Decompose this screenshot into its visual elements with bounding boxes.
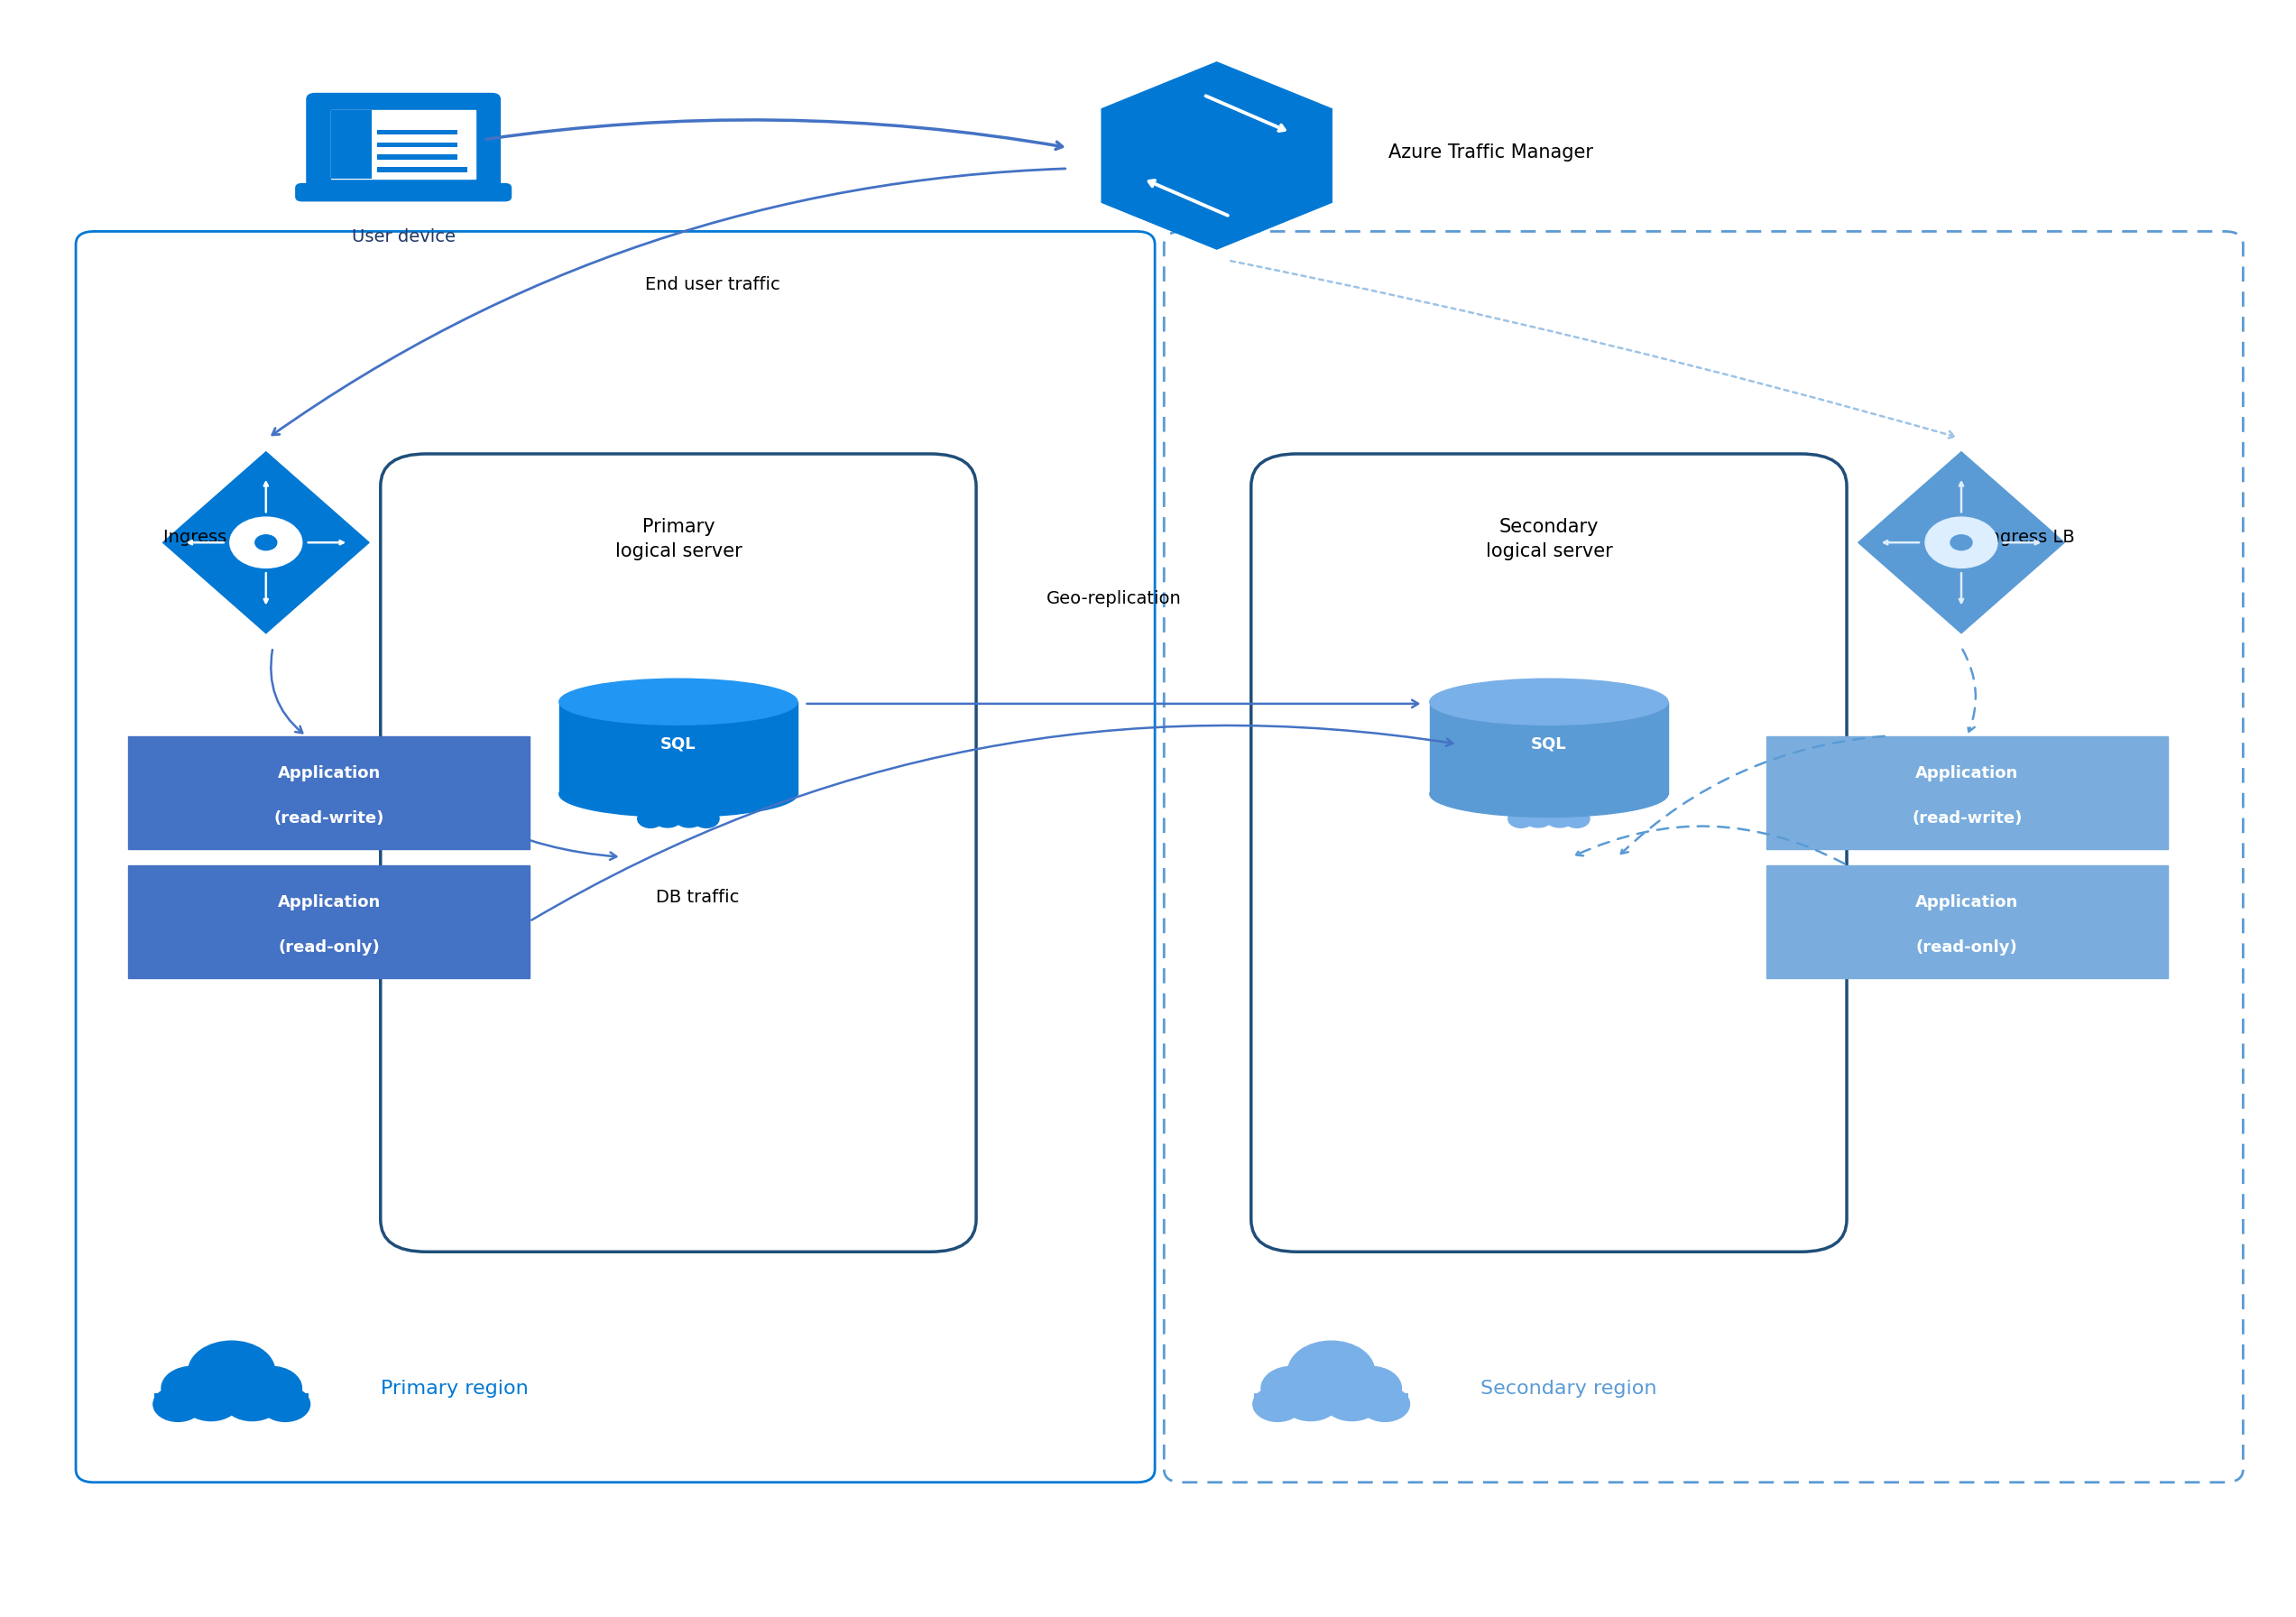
- Circle shape: [1527, 786, 1570, 818]
- Ellipse shape: [560, 679, 797, 724]
- Polygon shape: [163, 451, 370, 634]
- Ellipse shape: [1430, 771, 1669, 817]
- Bar: [1430, 702, 1669, 794]
- Circle shape: [643, 799, 675, 821]
- Circle shape: [188, 1340, 276, 1402]
- Circle shape: [161, 1366, 223, 1410]
- Polygon shape: [1857, 451, 2064, 634]
- Text: SQL: SQL: [1531, 736, 1566, 752]
- Text: Application: Application: [1915, 894, 2018, 910]
- Bar: [560, 702, 797, 794]
- Text: Ingress LB: Ingress LB: [1984, 529, 2076, 547]
- Ellipse shape: [560, 771, 797, 817]
- Text: Application: Application: [278, 765, 381, 781]
- Circle shape: [1513, 799, 1545, 821]
- Text: DB traffic: DB traffic: [654, 889, 739, 906]
- Circle shape: [638, 810, 664, 828]
- Text: User device: User device: [351, 228, 455, 246]
- Bar: [129, 865, 530, 978]
- Circle shape: [1545, 807, 1575, 828]
- Circle shape: [652, 807, 682, 828]
- Bar: [377, 155, 457, 160]
- Bar: [331, 110, 372, 179]
- Circle shape: [223, 1381, 280, 1421]
- Bar: [1254, 1394, 1410, 1412]
- Text: (read-write): (read-write): [273, 810, 383, 826]
- Bar: [331, 110, 475, 179]
- Circle shape: [1564, 810, 1589, 828]
- Bar: [377, 129, 457, 134]
- Text: (read-only): (read-only): [1917, 939, 2018, 956]
- Text: End user traffic: End user traffic: [645, 277, 781, 293]
- Text: (read-only): (read-only): [278, 939, 379, 956]
- Circle shape: [1281, 1381, 1339, 1421]
- Polygon shape: [1102, 61, 1332, 249]
- Bar: [1766, 736, 2167, 849]
- Circle shape: [1261, 1366, 1322, 1410]
- Circle shape: [675, 807, 705, 828]
- Text: (read-write): (read-write): [1913, 810, 2023, 826]
- Circle shape: [154, 1387, 202, 1421]
- Text: Ingress LB: Ingress LB: [163, 529, 255, 547]
- FancyBboxPatch shape: [296, 183, 512, 202]
- Bar: [638, 813, 719, 823]
- Text: Primary region: Primary region: [381, 1379, 528, 1397]
- Circle shape: [1508, 810, 1534, 828]
- Text: Secondary region: Secondary region: [1481, 1379, 1658, 1397]
- Bar: [1766, 865, 2167, 978]
- Circle shape: [1288, 1340, 1375, 1402]
- Circle shape: [1322, 1381, 1380, 1421]
- Circle shape: [1339, 1366, 1401, 1410]
- Circle shape: [230, 517, 303, 568]
- Bar: [1508, 813, 1589, 823]
- Circle shape: [682, 799, 714, 821]
- Text: Secondary
logical server: Secondary logical server: [1486, 519, 1612, 559]
- Circle shape: [1359, 1387, 1410, 1421]
- Circle shape: [693, 810, 719, 828]
- Circle shape: [657, 786, 700, 818]
- Bar: [377, 142, 457, 147]
- Text: Application: Application: [278, 894, 381, 910]
- Bar: [377, 167, 466, 171]
- Circle shape: [1926, 517, 1998, 568]
- Text: Azure Traffic Manager: Azure Traffic Manager: [1389, 144, 1593, 162]
- FancyBboxPatch shape: [305, 92, 501, 194]
- Text: Primary
logical server: Primary logical server: [615, 519, 742, 559]
- Ellipse shape: [1430, 679, 1669, 724]
- Circle shape: [1254, 1387, 1302, 1421]
- Text: SQL: SQL: [661, 736, 696, 752]
- Circle shape: [181, 1381, 239, 1421]
- Text: Application: Application: [1915, 765, 2018, 781]
- Circle shape: [255, 535, 278, 550]
- Circle shape: [239, 1366, 301, 1410]
- Bar: [129, 736, 530, 849]
- Circle shape: [1522, 807, 1552, 828]
- Bar: [154, 1394, 310, 1412]
- Circle shape: [259, 1387, 310, 1421]
- Text: Geo-replication: Geo-replication: [1047, 590, 1180, 606]
- Circle shape: [1952, 535, 1972, 550]
- Circle shape: [1552, 799, 1584, 821]
